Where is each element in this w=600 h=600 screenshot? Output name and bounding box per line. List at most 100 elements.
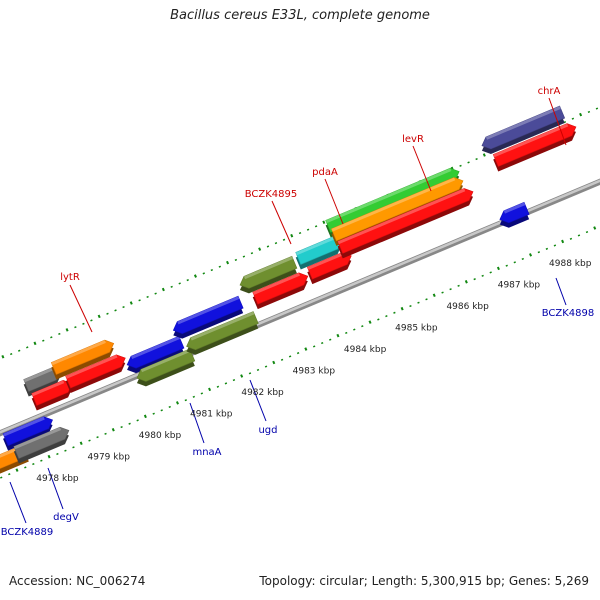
ruler-tick [154, 292, 157, 295]
ruler-tick [40, 459, 43, 462]
ruler-tick [152, 412, 155, 415]
ruler-tick [457, 284, 460, 287]
ruler-tick [8, 473, 11, 476]
ruler-tick [336, 333, 340, 338]
leader-line [249, 379, 267, 422]
gene-label-BCZK4895: BCZK4895 [245, 189, 298, 200]
ruler-tick [545, 247, 549, 250]
leader-line [412, 145, 432, 192]
leader-line [189, 402, 205, 444]
ruler-tick [593, 226, 597, 230]
ruler-tick [168, 405, 171, 409]
ruler-tick [224, 382, 228, 385]
ruler-tick [304, 347, 308, 351]
ruler-tick [170, 285, 173, 288]
ruler-tick [393, 311, 396, 314]
scale-label: 4986 kbp [446, 302, 489, 312]
gene-feature-red-3 [252, 272, 309, 310]
ruler-tick [475, 157, 478, 161]
ruler-tick [385, 315, 388, 318]
scale-label: 4988 kbp [549, 259, 592, 269]
ruler-tick [361, 325, 364, 328]
ruler-tick [250, 252, 254, 255]
gene-feature-grey-1 [13, 426, 70, 464]
ruler-tick [88, 439, 91, 442]
gene-label-BCZK4898: BCZK4898 [542, 308, 595, 319]
gene-feature-blue-1 [2, 416, 53, 451]
gene-label-pdaA: pdaA [312, 167, 338, 178]
ruler-tick [312, 345, 316, 348]
ruler-tick [128, 422, 131, 425]
ruler-tick [563, 120, 567, 124]
ruler-tick [248, 372, 252, 375]
ruler-tick [65, 328, 69, 332]
ruler-tick [120, 426, 123, 429]
gene-label-lytR: lytR [60, 272, 80, 283]
ruler-tick [464, 280, 468, 284]
ruler-tick [585, 230, 589, 234]
ruler-tick [481, 274, 484, 277]
leader-line [9, 481, 27, 524]
ruler-tick [298, 231, 302, 235]
ruler-tick [160, 409, 163, 412]
ruler-tick [264, 365, 268, 368]
ruler-tick [193, 274, 197, 278]
ruler-tick [146, 295, 149, 299]
gene-feature-blue-2 [126, 335, 185, 374]
ruler-tick [521, 257, 525, 261]
ruler-tick [595, 107, 599, 110]
ruler-tick [561, 239, 565, 244]
ruler-tick [529, 253, 533, 257]
label-leaders [9, 97, 567, 524]
ruler-tick [280, 358, 284, 361]
accession-text: Accession: NC_006274 [9, 574, 146, 588]
ruler-tick [178, 282, 181, 285]
ruler-tick [15, 468, 19, 472]
gene-feature-red-1 [31, 380, 73, 411]
ruler-tick [74, 326, 77, 329]
ruler-tick [82, 322, 85, 325]
genome-stats-text: Topology: circular; Length: 5,300,915 bp… [259, 574, 589, 588]
gene-feature-olive-1 [136, 348, 196, 387]
ruler-tick [42, 339, 45, 342]
ruler-tick [97, 314, 101, 319]
scale-label: 4981 kbp [190, 409, 233, 419]
gene-feature-red-5 [337, 188, 474, 259]
ruler-tick [577, 234, 581, 237]
ruler-tick [482, 153, 486, 157]
ruler-tick [579, 112, 583, 117]
ruler-tick [18, 349, 21, 352]
ruler-tick [537, 251, 541, 254]
ruler-tick [553, 244, 557, 247]
leader-line [548, 97, 567, 146]
ruler-tick [296, 352, 300, 355]
scale-label: 4978 kbp [36, 474, 79, 484]
ruler-tick [64, 449, 67, 452]
ruler-tick [96, 436, 99, 439]
ruler-tick [432, 293, 436, 298]
ruler-tick [258, 247, 262, 251]
gene-feature-orange-1 [50, 339, 115, 380]
leader-line [324, 178, 344, 225]
ruler-tick [129, 301, 133, 305]
gene-feature-red-2 [65, 354, 126, 394]
ruler-tick [425, 298, 428, 301]
gene-feature-grey-2 [23, 367, 61, 397]
ruler-tick [322, 220, 326, 225]
scale-label: 4979 kbp [88, 452, 131, 462]
outer-dotted-ruler [1, 107, 599, 359]
ruler-tick [256, 368, 260, 372]
ruler-tick [266, 245, 270, 248]
ruler-tick [208, 387, 212, 392]
map-title: Bacillus cereus E33L, complete genome [170, 8, 430, 23]
gene-feature-navy-1 [481, 105, 566, 154]
gene-labels: lytR BCZK4895 pdaA levR chrA BCZK4889 degV mnaA… [1, 86, 595, 538]
ruler-tick [290, 233, 294, 238]
ruler-tick [288, 355, 292, 358]
ruler-tick [32, 463, 35, 466]
ruler-tick [441, 291, 444, 294]
ruler-tick [353, 328, 356, 331]
ruler-tick [202, 272, 205, 275]
ruler-tick [226, 260, 230, 265]
